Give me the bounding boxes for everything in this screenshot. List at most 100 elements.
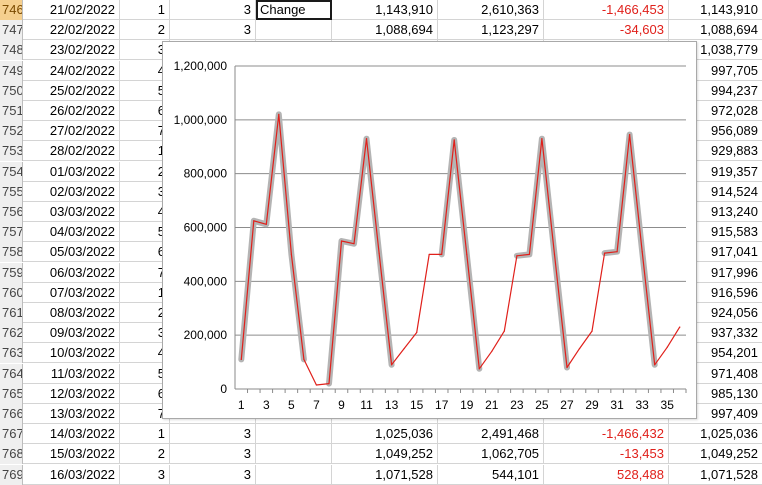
date-cell[interactable]: 02/03/2022 (23, 182, 120, 202)
cell[interactable]: 985,130 (711, 386, 758, 401)
date-cell[interactable]: 03/03/2022 (23, 202, 120, 222)
row-header[interactable]: 751 (0, 101, 23, 121)
cell[interactable]: 2 (120, 444, 170, 464)
row-header[interactable]: 763 (0, 343, 23, 363)
cell[interactable]: Change (256, 0, 332, 20)
cell[interactable]: 937,332 (711, 325, 758, 340)
cell[interactable] (256, 444, 332, 464)
cell[interactable]: 1,088,694 (332, 20, 438, 40)
cell[interactable]: 954,201 (711, 345, 758, 360)
cell[interactable] (256, 424, 332, 444)
cell[interactable]: 914,524 (711, 184, 758, 199)
cell[interactable]: 3 (170, 444, 256, 464)
cell[interactable]: 2 (120, 20, 170, 40)
row-header[interactable]: 747 (0, 20, 23, 40)
cell[interactable]: 3 (120, 465, 170, 485)
cell[interactable]: 917,996 (711, 265, 758, 280)
row-header[interactable]: 768 (0, 444, 23, 464)
cell[interactable]: 2,491,468 (438, 424, 544, 444)
date-cell[interactable]: 04/03/2022 (23, 222, 120, 242)
date-cell[interactable]: 23/02/2022 (23, 40, 120, 60)
row-header[interactable]: 760 (0, 283, 23, 303)
cell[interactable]: 1 (120, 0, 170, 20)
change-cell[interactable]: -1,466,432 (544, 424, 669, 444)
cell[interactable]: 1 (120, 424, 170, 444)
cell[interactable]: 1,025,036 (332, 424, 438, 444)
date-cell[interactable]: 11/03/2022 (23, 364, 120, 384)
date-cell[interactable]: 22/02/2022 (23, 20, 120, 40)
row-header[interactable]: 766 (0, 404, 23, 424)
cell[interactable]: 1,123,297 (438, 20, 544, 40)
row-header[interactable]: 753 (0, 141, 23, 161)
row-header[interactable]: 757 (0, 222, 23, 242)
cell[interactable]: 1,088,694 (700, 22, 758, 37)
cell[interactable]: 1,025,036 (700, 426, 758, 441)
cell[interactable]: 1,143,910 (332, 0, 438, 20)
date-cell[interactable]: 28/02/2022 (23, 141, 120, 161)
cell[interactable]: 2,610,363 (438, 0, 544, 20)
row-header[interactable]: 769 (0, 465, 23, 485)
cell[interactable]: 3 (170, 465, 256, 485)
row-header[interactable]: 762 (0, 323, 23, 343)
change-cell[interactable]: -1,466,453 (544, 0, 669, 20)
date-cell[interactable]: 25/02/2022 (23, 81, 120, 101)
cell[interactable]: 994,237 (711, 83, 758, 98)
date-cell[interactable]: 12/03/2022 (23, 384, 120, 404)
cell[interactable]: 956,089 (711, 123, 758, 138)
date-cell[interactable]: 24/02/2022 (23, 61, 120, 81)
row-header[interactable]: 754 (0, 162, 23, 182)
cell[interactable]: 1,143,910 (700, 2, 758, 17)
date-cell[interactable]: 07/03/2022 (23, 283, 120, 303)
date-cell[interactable]: 26/02/2022 (23, 101, 120, 121)
cell[interactable]: 916,596 (711, 285, 758, 300)
row-header[interactable]: 748 (0, 40, 23, 60)
cell[interactable]: 915,583 (711, 224, 758, 239)
line-chart[interactable]: 0 200,000 400,000 600,000 800,000 1,000,000 1,… (162, 41, 697, 419)
date-cell[interactable]: 13/03/2022 (23, 404, 120, 424)
cell[interactable]: 919,357 (711, 164, 758, 179)
cell[interactable] (256, 20, 332, 40)
cell[interactable]: 913,240 (711, 204, 758, 219)
cell[interactable]: 1,049,252 (332, 444, 438, 464)
date-cell[interactable]: 09/03/2022 (23, 323, 120, 343)
row-header[interactable]: 758 (0, 242, 23, 262)
date-cell[interactable]: 14/03/2022 (23, 424, 120, 444)
date-cell[interactable]: 05/03/2022 (23, 242, 120, 262)
row-header[interactable]: 759 (0, 263, 23, 283)
date-cell[interactable]: 16/03/2022 (23, 465, 120, 485)
cell[interactable]: 544,101 (438, 465, 544, 485)
row-header[interactable]: 752 (0, 121, 23, 141)
cell[interactable]: 924,056 (711, 305, 758, 320)
cell[interactable]: 1,049,252 (700, 446, 758, 461)
cell[interactable]: 3 (170, 424, 256, 444)
row-header[interactable]: 746 (0, 0, 23, 20)
date-cell[interactable]: 08/03/2022 (23, 303, 120, 323)
date-cell[interactable]: 15/03/2022 (23, 444, 120, 464)
row-header[interactable]: 761 (0, 303, 23, 323)
row-header[interactable]: 765 (0, 384, 23, 404)
date-cell[interactable]: 01/03/2022 (23, 162, 120, 182)
cell[interactable]: 929,883 (711, 143, 758, 158)
cell[interactable]: 3 (170, 0, 256, 20)
cell[interactable]: 3 (170, 20, 256, 40)
cell[interactable]: 997,705 (711, 63, 758, 78)
row-header[interactable]: 764 (0, 364, 23, 384)
cell[interactable]: 1,062,705 (438, 444, 544, 464)
change-cell[interactable]: -13,453 (544, 444, 669, 464)
cell[interactable]: 1,071,528 (700, 467, 758, 482)
cell[interactable]: 1,071,528 (332, 465, 438, 485)
cell[interactable]: 972,028 (711, 103, 758, 118)
change-cell[interactable]: -34,603 (544, 20, 669, 40)
row-header[interactable]: 750 (0, 81, 23, 101)
row-header[interactable]: 755 (0, 182, 23, 202)
date-cell[interactable]: 27/02/2022 (23, 121, 120, 141)
row-header[interactable]: 749 (0, 61, 23, 81)
date-cell[interactable]: 06/03/2022 (23, 263, 120, 283)
date-cell[interactable]: 10/03/2022 (23, 343, 120, 363)
cell[interactable] (256, 465, 332, 485)
cell[interactable]: 997,409 (711, 406, 758, 421)
row-header[interactable]: 767 (0, 424, 23, 444)
change-cell[interactable]: 528,488 (544, 465, 669, 485)
cell[interactable]: 1,038,779 (700, 42, 758, 57)
row-header[interactable]: 756 (0, 202, 23, 222)
